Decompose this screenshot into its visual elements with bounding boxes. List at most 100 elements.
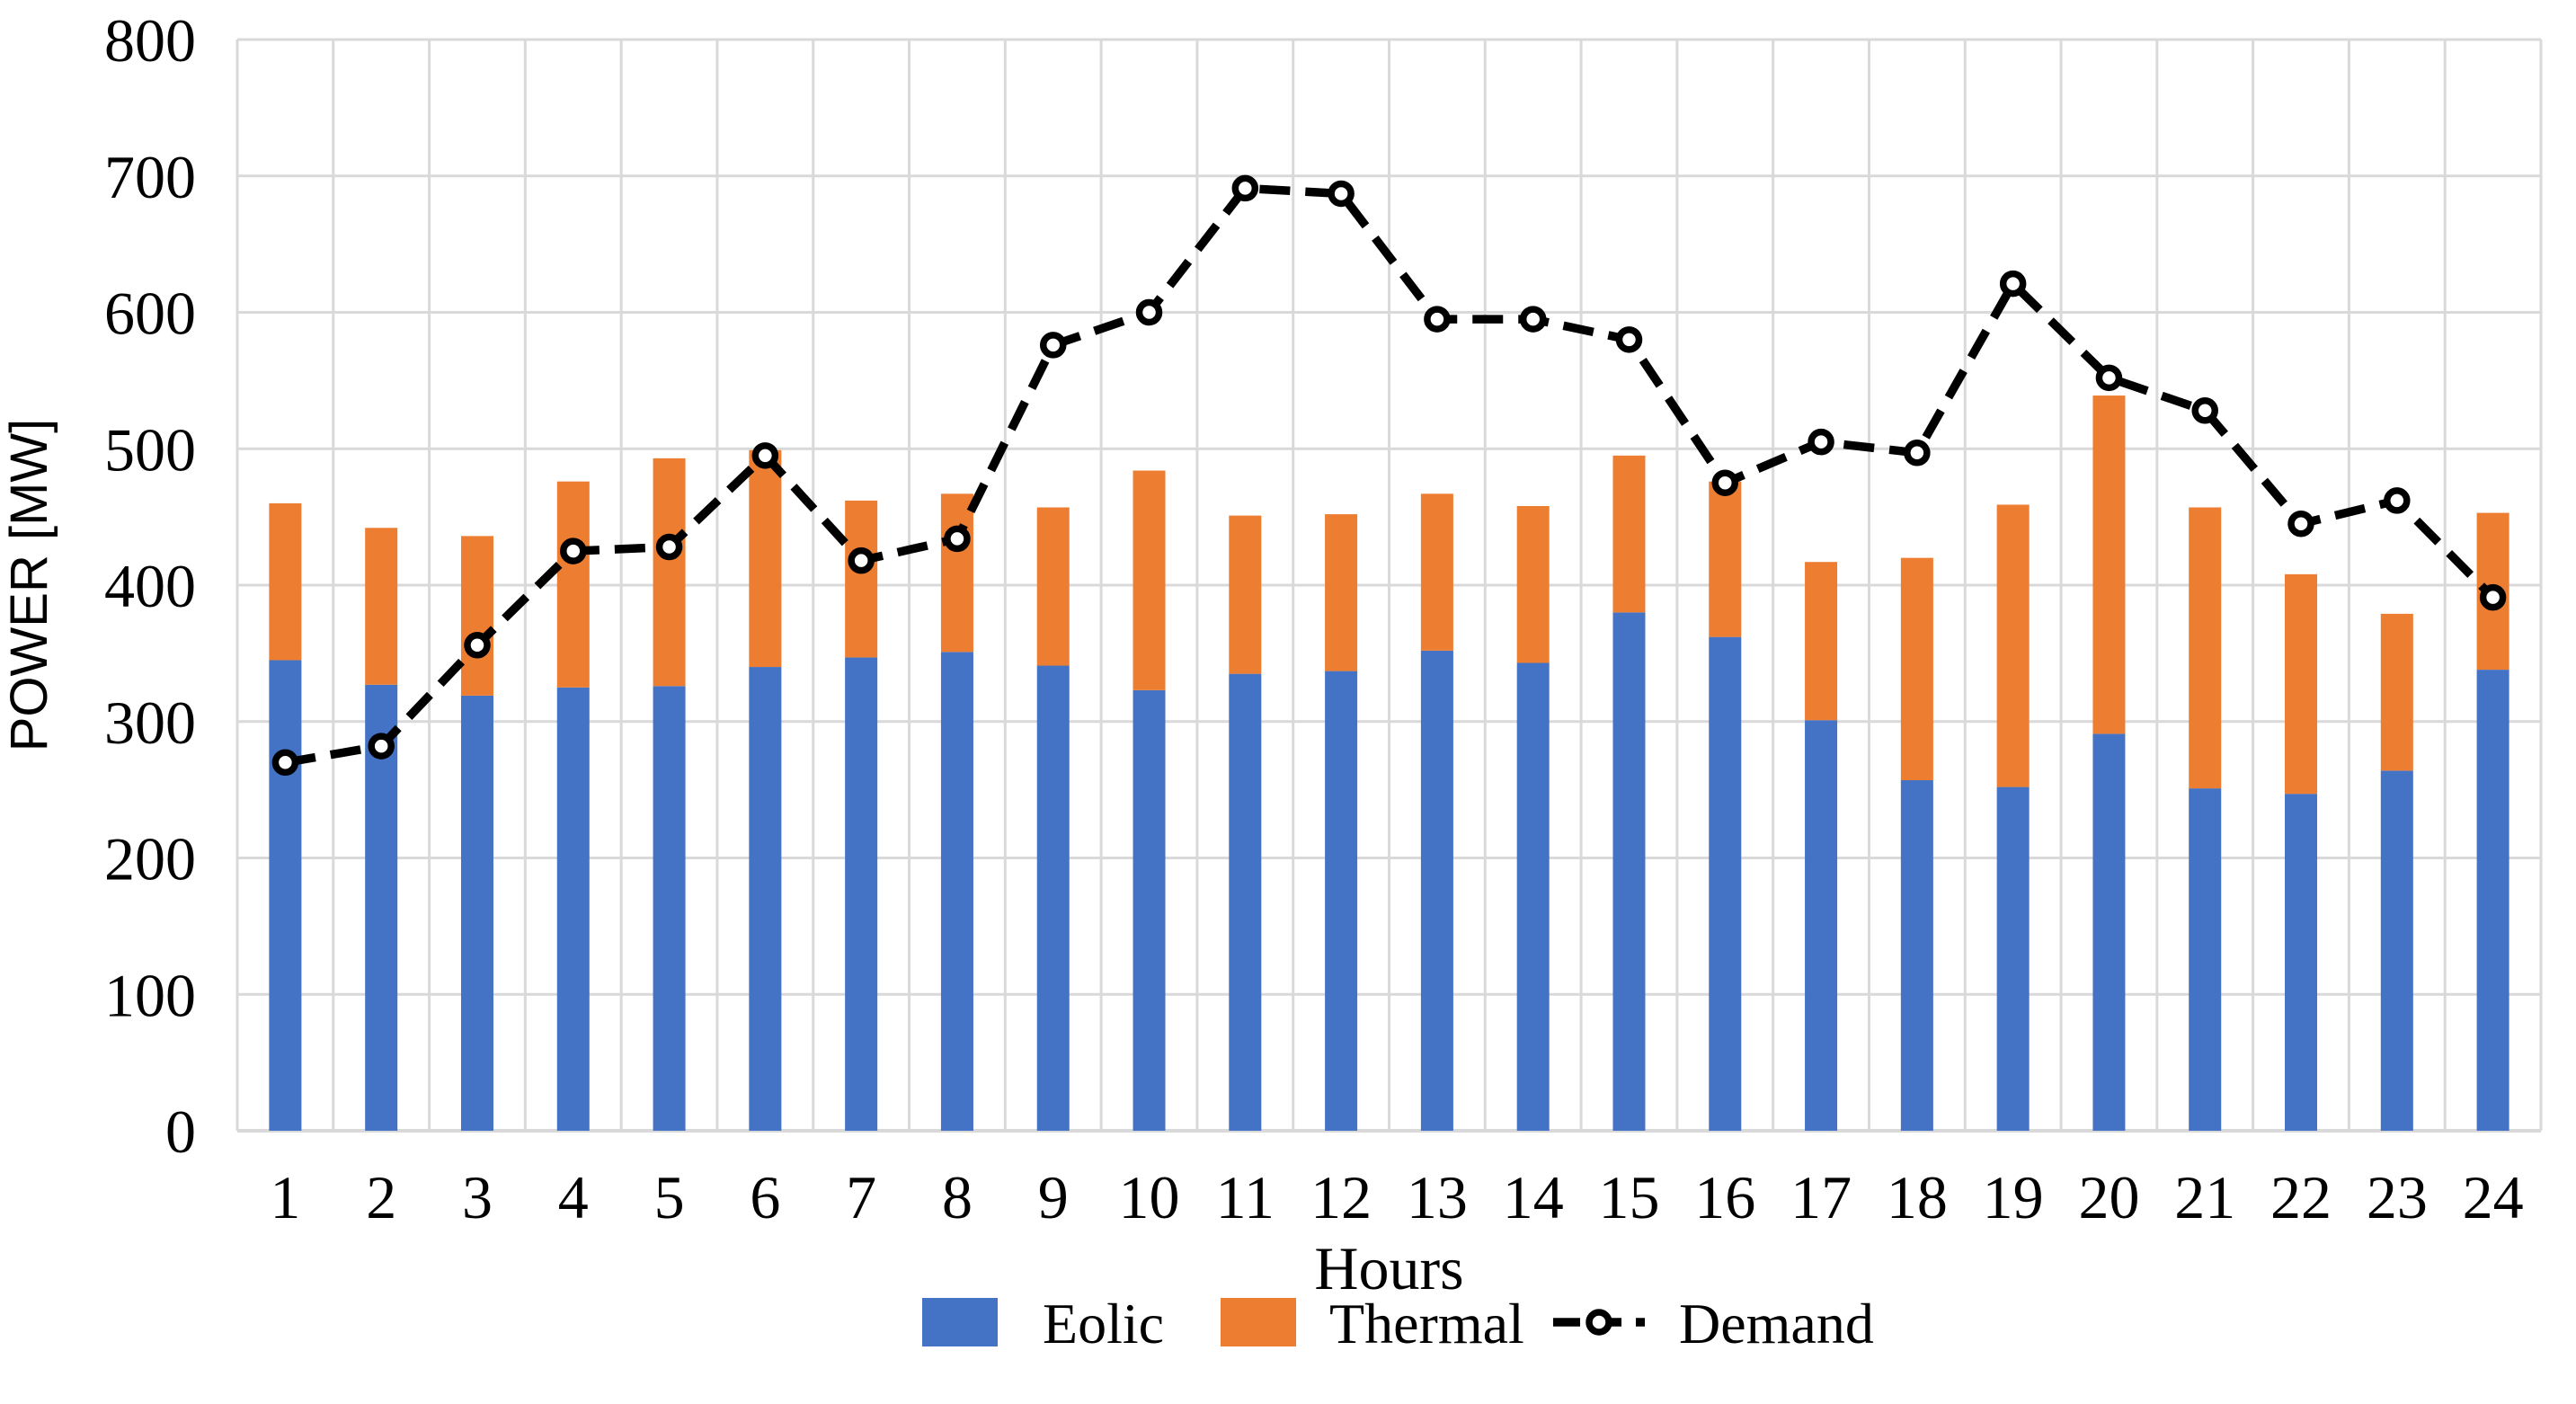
eolic-bar [2189,788,2222,1131]
eolic-bar [749,667,782,1131]
x-tick-label: 12 [1310,1163,1372,1231]
y-tick-label: 300 [104,689,196,757]
eolic-bar [460,695,493,1131]
demand-marker [848,546,875,574]
eolic-bar [1805,720,1838,1131]
demand-marker [1519,306,1547,333]
y-tick-label: 100 [104,961,196,1029]
legend-swatch-thermal [1221,1298,1296,1346]
eolic-bar [2285,794,2318,1131]
demand-marker [2095,364,2123,392]
thermal-bar [1996,504,2030,787]
eolic-bar [556,687,590,1131]
eolic-bar [1516,662,1550,1131]
eolic-bar [1133,689,1166,1131]
demand-marker [2191,397,2218,424]
x-tick-label: 10 [1119,1163,1180,1231]
demand-marker [1615,326,1643,353]
x-tick-label: 23 [2367,1163,2428,1231]
x-tick-label: 6 [750,1163,780,1231]
y-tick-label: 400 [104,552,196,620]
demand-marker [655,533,683,561]
y-tick-label: 200 [104,825,196,893]
x-tick-label: 5 [654,1163,685,1231]
demand-marker [1039,332,1067,359]
thermal-bar [1612,455,1646,613]
thermal-bar [556,481,590,688]
demand-marker [751,442,779,469]
demand-marker [464,632,491,659]
thermal-bar [1805,562,1838,721]
demand-marker [560,538,587,564]
eolic-bar [1709,636,1742,1131]
demand-marker [1999,270,2027,298]
eolic-bar [845,657,878,1131]
thermal-bar [2189,507,2222,789]
x-tick-label: 9 [1038,1163,1069,1231]
x-tick-label: 20 [2078,1163,2139,1231]
x-tick-label: 1 [270,1163,300,1231]
x-tick-label: 18 [1887,1163,1948,1231]
x-tick-label: 22 [2270,1163,2332,1231]
demand-line [284,183,2496,767]
x-tick-label: 8 [942,1163,973,1231]
demand-marker [2479,583,2507,611]
demand-marker [368,733,395,760]
demand-marker [1231,174,1259,202]
demand-marker [2287,510,2314,538]
demand-marker [1808,428,1834,456]
legend-label-thermal: Thermal [1329,1292,1524,1355]
thermal-bar [2285,573,2318,795]
x-tick-label: 24 [2463,1163,2524,1231]
eolic-bar [1325,671,1358,1131]
demand-marker [1904,440,1931,467]
legend-label-demand: Demand [1679,1292,1874,1355]
y-tick-label: 0 [165,1097,196,1166]
eolic-bar [1036,665,1070,1131]
thermal-bar [940,493,973,653]
x-tick-label: 7 [846,1163,876,1231]
eolic-bar [2380,770,2413,1131]
x-tick-label: 19 [1983,1163,2044,1231]
x-tick-label: 2 [366,1163,396,1231]
thermal-bar [1420,493,1453,651]
eolic-bar [1900,780,1933,1131]
demand-marker [271,749,299,777]
demand-marker [2384,487,2411,514]
eolic-bar [653,686,686,1131]
eolic-bar [1996,786,2030,1131]
x-tick-label: 16 [1694,1163,1755,1231]
demand-marker [1424,306,1451,333]
thermal-bar [653,458,686,687]
eolic-bar [940,652,973,1131]
eolic-bar [1612,612,1646,1131]
x-tick-label: 4 [558,1163,589,1231]
thermal-bar [269,502,302,661]
y-tick-label: 600 [104,280,196,348]
thermal-bar [749,449,782,668]
eolic-bar [2476,670,2509,1131]
y-tick-label: 500 [104,415,196,484]
thermal-bar [1900,557,1933,781]
legend-label-eolic: Eolic [1043,1292,1164,1355]
thermal-bar [1709,481,1742,637]
demand-marker [1328,180,1355,208]
y-axis-title: POWER [MW] [0,419,58,752]
x-axis-title: Hours [1314,1234,1463,1302]
x-tick-label: 15 [1598,1163,1659,1231]
demand-marker [944,525,971,553]
eolic-bar [1420,650,1453,1131]
x-tick-label: 17 [1790,1163,1852,1231]
demand-marker [1135,298,1163,326]
demand-marker [1711,469,1739,496]
eolic-bar [1229,673,1262,1131]
thermal-bar [1516,505,1550,663]
thermal-bar [365,528,398,685]
y-tick-label: 700 [104,143,196,211]
x-tick-label: 3 [462,1163,493,1231]
x-tick-label: 21 [2174,1163,2235,1231]
eolic-bar [2092,733,2126,1131]
thermal-bar [460,536,493,696]
